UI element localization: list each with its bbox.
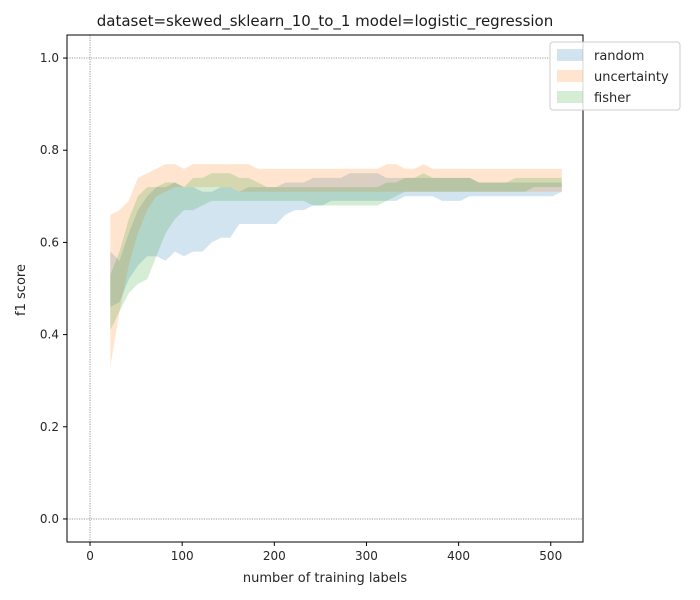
y-tick-label: 1.0 bbox=[40, 51, 59, 65]
legend-label-random: random bbox=[594, 49, 644, 64]
y-tick-label: 0.6 bbox=[40, 235, 59, 249]
legend-swatch-fisher bbox=[557, 91, 583, 103]
series-bands bbox=[110, 164, 562, 367]
y-tick-label: 0.4 bbox=[40, 328, 59, 342]
band-random bbox=[110, 173, 562, 307]
y-tick-label: 0.0 bbox=[40, 512, 59, 526]
y-axis-label: f1 score bbox=[14, 264, 29, 316]
band-uncertainty bbox=[110, 164, 562, 367]
plot-frame bbox=[66, 34, 584, 543]
legend-label-fisher: fisher bbox=[594, 91, 631, 106]
x-tick-label: 100 bbox=[171, 549, 194, 563]
axes: 0 100 200 300 400 500 0.0 0.2 0.4 0.6 0.8 1.0 bbox=[40, 34, 584, 563]
x-tick-label: 0 bbox=[86, 549, 94, 563]
y-tick-label: 0.2 bbox=[40, 420, 59, 434]
chart-title: dataset=skewed_sklearn_10_to_1 model=log… bbox=[97, 12, 554, 31]
x-tick-label: 200 bbox=[263, 549, 286, 563]
legend-label-uncertainty: uncertainty bbox=[594, 70, 669, 85]
x-tick-label: 500 bbox=[539, 549, 562, 563]
x-axis-label: number of training labels bbox=[243, 571, 407, 586]
legend-box bbox=[549, 41, 681, 111]
band-fisher bbox=[110, 173, 562, 330]
legend-swatch-random bbox=[557, 49, 583, 61]
x-tick-label: 300 bbox=[355, 549, 378, 563]
reference-lines bbox=[67, 35, 583, 542]
legend-swatch-uncertainty bbox=[557, 70, 583, 82]
legend: random uncertainty fisher bbox=[549, 41, 681, 111]
y-tick-label: 0.8 bbox=[40, 143, 59, 157]
x-tick-label: 400 bbox=[447, 549, 470, 563]
